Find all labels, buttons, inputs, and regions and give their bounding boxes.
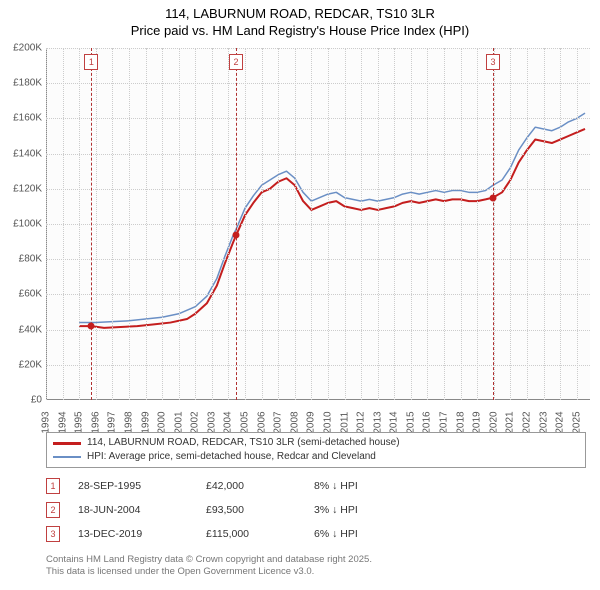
grid-v [378, 48, 379, 400]
events-row: 3 13-DEC-2019 £115,000 6% ↓ HPI [46, 522, 586, 546]
grid-v [444, 48, 445, 400]
grid-h [46, 48, 590, 49]
event-point [489, 194, 496, 201]
y-tick-label: £80K [2, 254, 42, 265]
event-price: £115,000 [206, 528, 296, 540]
event-price: £42,000 [206, 480, 296, 492]
grid-v [79, 48, 80, 400]
grid-h [46, 224, 590, 225]
title-subtitle: Price paid vs. HM Land Registry's House … [0, 23, 600, 40]
y-tick-label: £20K [2, 359, 42, 370]
grid-v [477, 48, 478, 400]
grid-v [179, 48, 180, 400]
event-vline [91, 48, 92, 400]
grid-v [527, 48, 528, 400]
grid-v [195, 48, 196, 400]
grid-v [112, 48, 113, 400]
grid-h [46, 259, 590, 260]
y-tick-label: £40K [2, 324, 42, 335]
y-tick-label: £180K [2, 78, 42, 89]
event-point [233, 232, 240, 239]
y-tick-label: £60K [2, 289, 42, 300]
grid-v [146, 48, 147, 400]
chart-container: 114, LABURNUM ROAD, REDCAR, TS10 3LR Pri… [0, 0, 600, 590]
legend-swatch-property [53, 442, 81, 445]
grid-v [212, 48, 213, 400]
grid-v [162, 48, 163, 400]
grid-v [262, 48, 263, 400]
y-tick-label: £160K [2, 113, 42, 124]
grid-v [560, 48, 561, 400]
grid-v [129, 48, 130, 400]
event-date: 28-SEP-1995 [78, 480, 188, 492]
grid-v [345, 48, 346, 400]
legend-row-property: 114, LABURNUM ROAD, REDCAR, TS10 3LR (se… [53, 436, 579, 450]
grid-h [46, 154, 590, 155]
event-price: £93,500 [206, 504, 296, 516]
footer-line2: This data is licensed under the Open Gov… [46, 566, 586, 578]
grid-h [46, 294, 590, 295]
grid-v [295, 48, 296, 400]
y-tick-label: £200K [2, 43, 42, 54]
grid-v [278, 48, 279, 400]
event-point [88, 323, 95, 330]
grid-v [577, 48, 578, 400]
event-marker: 1 [84, 54, 98, 70]
grid-v [394, 48, 395, 400]
footer: Contains HM Land Registry data © Crown c… [46, 554, 586, 578]
y-tick-label: £100K [2, 219, 42, 230]
title-block: 114, LABURNUM ROAD, REDCAR, TS10 3LR Pri… [0, 0, 600, 40]
legend-label-property: 114, LABURNUM ROAD, REDCAR, TS10 3LR (se… [87, 436, 400, 450]
title-address: 114, LABURNUM ROAD, REDCAR, TS10 3LR [0, 6, 600, 23]
grid-v [328, 48, 329, 400]
grid-h [46, 365, 590, 366]
events-row: 2 18-JUN-2004 £93,500 3% ↓ HPI [46, 498, 586, 522]
series-line-hpi [79, 113, 585, 322]
event-diff: 6% ↓ HPI [314, 528, 424, 540]
event-box: 3 [46, 526, 60, 542]
grid-v [245, 48, 246, 400]
grid-v [361, 48, 362, 400]
event-box: 2 [46, 502, 60, 518]
grid-v [63, 48, 64, 400]
legend: 114, LABURNUM ROAD, REDCAR, TS10 3LR (se… [46, 432, 586, 468]
footer-line1: Contains HM Land Registry data © Crown c… [46, 554, 586, 566]
series-line-property [79, 129, 585, 328]
grid-v [510, 48, 511, 400]
event-date: 18-JUN-2004 [78, 504, 188, 516]
grid-h [46, 189, 590, 190]
event-marker: 3 [486, 54, 500, 70]
event-date: 13-DEC-2019 [78, 528, 188, 540]
grid-h [46, 118, 590, 119]
grid-v [411, 48, 412, 400]
events-table: 1 28-SEP-1995 £42,000 8% ↓ HPI 2 18-JUN-2004 £… [46, 474, 586, 546]
chart-plot-area: £0£20K£40K£60K£80K£100K£120K£140K£160K£1… [46, 48, 590, 400]
grid-h [46, 330, 590, 331]
grid-h [46, 83, 590, 84]
y-tick-label: £140K [2, 148, 42, 159]
event-marker: 2 [229, 54, 243, 70]
grid-v [228, 48, 229, 400]
legend-row-hpi: HPI: Average price, semi-detached house,… [53, 450, 579, 464]
y-tick-label: £120K [2, 183, 42, 194]
grid-v [96, 48, 97, 400]
y-tick-label: £0 [2, 395, 42, 406]
grid-v [46, 48, 47, 400]
legend-swatch-hpi [53, 456, 81, 458]
grid-v [461, 48, 462, 400]
event-diff: 8% ↓ HPI [314, 480, 424, 492]
grid-v [427, 48, 428, 400]
legend-label-hpi: HPI: Average price, semi-detached house,… [87, 450, 376, 464]
grid-v [311, 48, 312, 400]
event-vline [236, 48, 237, 400]
event-vline [493, 48, 494, 400]
event-diff: 3% ↓ HPI [314, 504, 424, 516]
grid-v [544, 48, 545, 400]
event-box: 1 [46, 478, 60, 494]
events-row: 1 28-SEP-1995 £42,000 8% ↓ HPI [46, 474, 586, 498]
